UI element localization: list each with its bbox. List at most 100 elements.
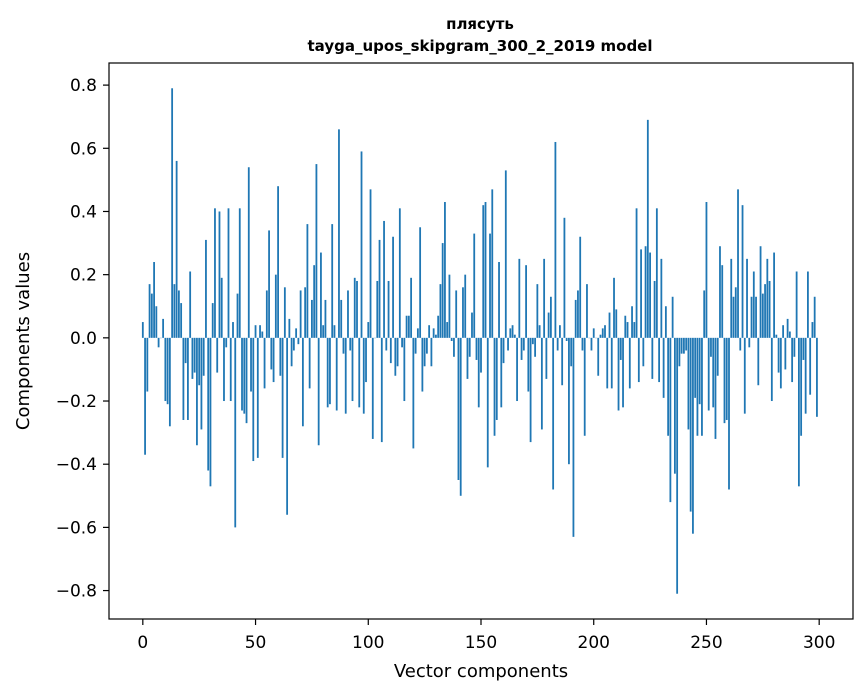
bar xyxy=(380,337,383,443)
bar xyxy=(193,337,196,373)
bar xyxy=(737,189,739,338)
bar xyxy=(187,337,189,420)
bar xyxy=(498,262,500,338)
bar xyxy=(540,337,543,430)
bar xyxy=(486,337,489,468)
bar xyxy=(173,284,176,338)
bar xyxy=(669,337,672,503)
bar xyxy=(299,290,302,338)
bar xyxy=(793,337,796,357)
bar xyxy=(462,287,464,338)
bar xyxy=(232,322,234,338)
bar xyxy=(261,331,264,338)
bar xyxy=(692,337,694,534)
bar xyxy=(779,337,782,389)
bar xyxy=(383,220,385,338)
bar xyxy=(710,337,712,357)
bar xyxy=(752,271,755,338)
bar xyxy=(196,337,198,446)
bar xyxy=(428,325,431,338)
x-tick-label: 300 xyxy=(803,633,835,653)
bar xyxy=(351,337,354,402)
bar xyxy=(146,337,149,392)
bar xyxy=(216,337,219,373)
bar xyxy=(712,337,715,408)
bar xyxy=(166,337,169,405)
bar xyxy=(761,293,764,338)
bar xyxy=(347,290,349,338)
bar xyxy=(484,202,487,338)
bar xyxy=(182,337,185,420)
bar xyxy=(150,293,153,338)
bar xyxy=(211,303,214,338)
bar xyxy=(676,337,679,594)
bar xyxy=(617,337,620,411)
bar xyxy=(259,325,261,338)
bar xyxy=(649,252,651,338)
bar xyxy=(175,160,178,338)
bar xyxy=(491,189,494,338)
y-tick-label: −0.2 xyxy=(56,392,97,412)
bar xyxy=(493,337,496,436)
bar xyxy=(707,337,710,411)
bar xyxy=(234,337,237,528)
chart-subtitle: tayga_upos_skipgram_300_2_2019 model xyxy=(308,37,653,55)
bar xyxy=(613,277,615,338)
bar xyxy=(202,337,205,376)
bar xyxy=(687,337,690,430)
bar xyxy=(265,290,268,338)
bar xyxy=(398,208,401,338)
bar xyxy=(563,217,566,338)
bar xyxy=(401,337,403,348)
bar xyxy=(333,325,336,338)
bar xyxy=(274,274,277,338)
bar xyxy=(446,322,449,338)
bar xyxy=(592,328,595,338)
bar xyxy=(730,258,733,338)
bar xyxy=(283,287,286,338)
x-axis-label: Vector components xyxy=(394,661,568,682)
bar xyxy=(471,312,473,338)
bar xyxy=(500,337,503,408)
bar xyxy=(457,337,460,480)
bar xyxy=(556,337,559,351)
bar xyxy=(344,337,347,414)
bar xyxy=(644,246,647,338)
bar xyxy=(480,337,482,373)
bar xyxy=(342,337,345,354)
bar xyxy=(689,337,692,512)
bar xyxy=(268,230,270,338)
bar xyxy=(416,328,419,338)
bar xyxy=(389,337,392,364)
bar xyxy=(238,208,241,338)
bar xyxy=(448,274,451,338)
bar xyxy=(281,337,284,458)
bar xyxy=(536,284,539,338)
bar xyxy=(353,277,356,338)
bar xyxy=(651,337,654,379)
bar xyxy=(637,337,640,383)
bar xyxy=(430,337,433,367)
bar xyxy=(229,337,232,402)
bar xyxy=(455,290,458,338)
bar xyxy=(200,337,203,430)
bar xyxy=(331,224,334,338)
bar xyxy=(214,208,216,338)
bar xyxy=(545,337,548,379)
bar xyxy=(522,337,525,351)
bar xyxy=(313,265,316,338)
bar xyxy=(640,249,642,338)
y-tick-label: 0.6 xyxy=(70,139,97,159)
bar xyxy=(308,337,311,389)
bar xyxy=(622,337,624,408)
bar xyxy=(664,306,667,338)
bar xyxy=(667,337,670,436)
bar xyxy=(207,337,210,471)
bar xyxy=(583,337,586,436)
bar xyxy=(655,208,658,338)
bar xyxy=(721,265,724,338)
bar xyxy=(579,236,582,338)
bar xyxy=(511,325,514,338)
bar xyxy=(662,337,665,398)
bar xyxy=(168,337,171,427)
